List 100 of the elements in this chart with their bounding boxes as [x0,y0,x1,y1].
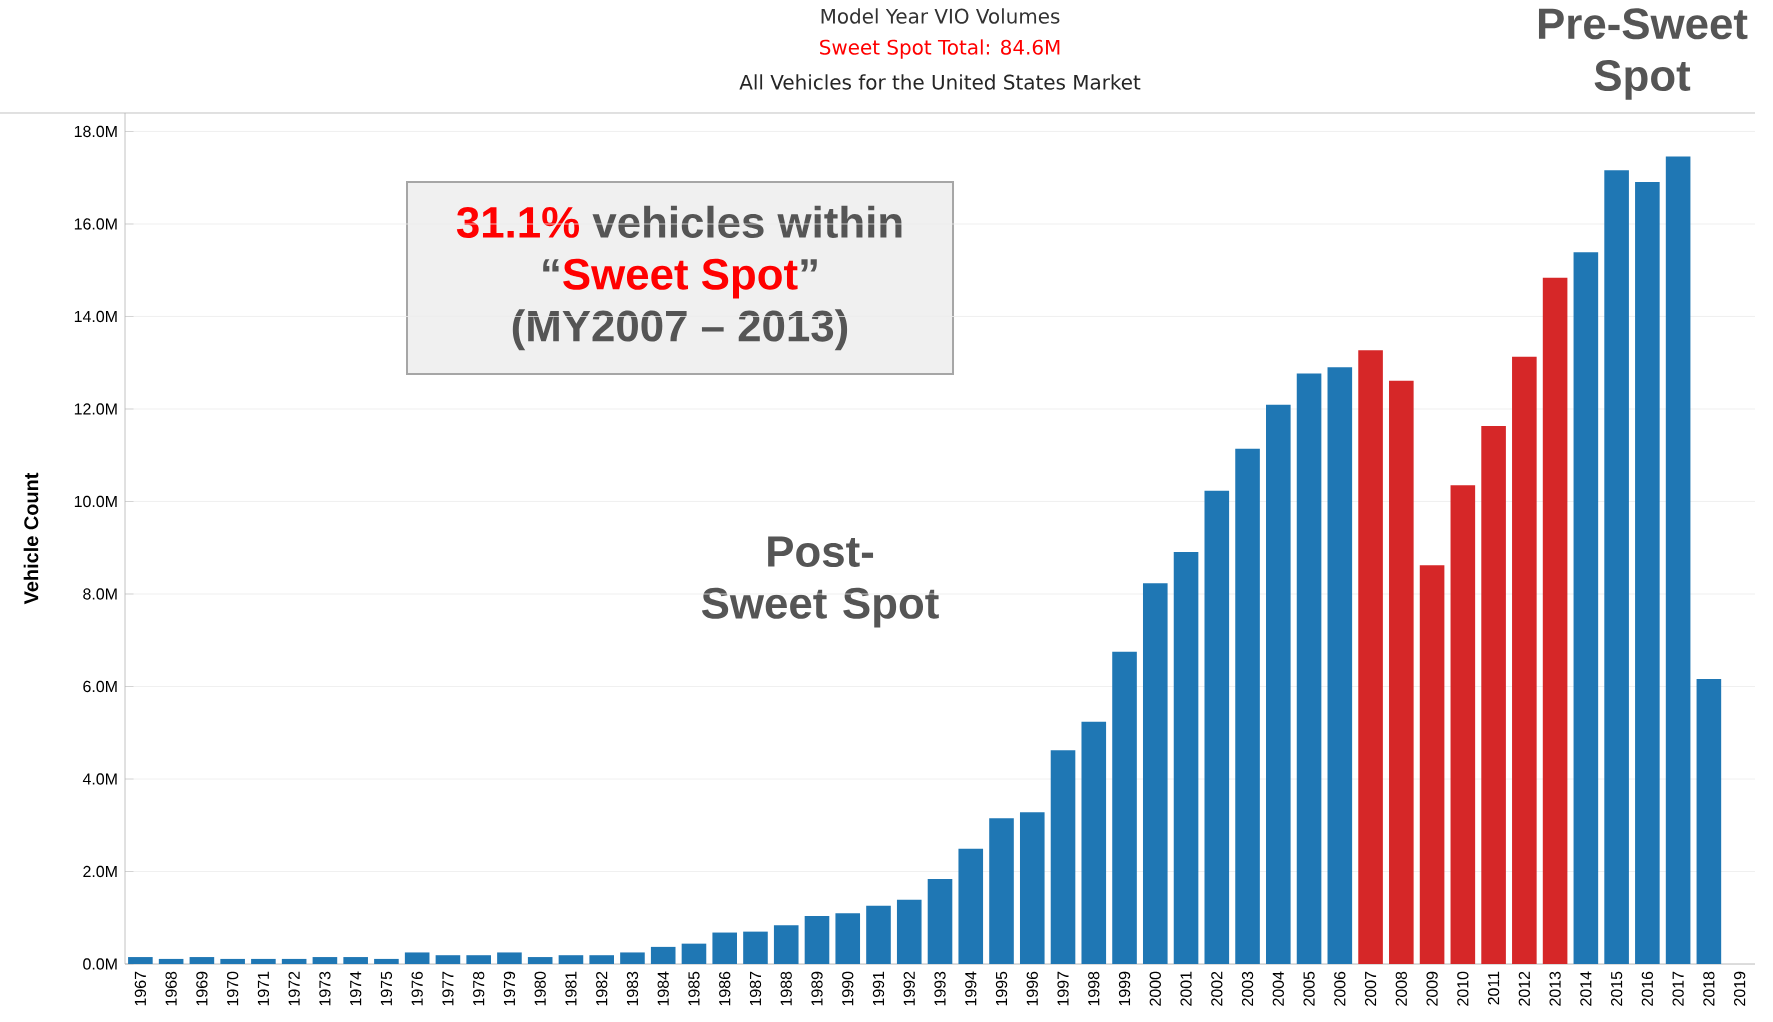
x-tick-label: 1984 [657,971,669,1006]
y-tick-label: 16.0M [74,218,117,230]
bar [435,955,461,964]
x-tick-label: 1993 [934,971,946,1006]
x-tick-label: 1989 [811,971,823,1006]
bar [1389,380,1414,964]
x-tick-label: 2004 [1272,971,1284,1006]
annotation: 31.1% [456,206,579,239]
x-tick-label: 2002 [1211,971,1223,1006]
y-tick-label: 10.0M [74,495,117,508]
chart-subtitle: Sweet Spot Total: 84.6M [820,39,1060,59]
x-tick-label: 1974 [350,971,362,1006]
bar [374,958,399,964]
x-tick-label: 1999 [1118,971,1131,1006]
x-tick-label: 1990 [842,971,854,1006]
x-tick-label: 2005 [1303,971,1315,1006]
bar [466,955,491,964]
x-tick-label: 1991 [872,971,885,1006]
bar [743,931,768,964]
bar [1235,448,1260,964]
bar [343,957,368,964]
x-tick-label: 1992 [903,971,915,1006]
x-tick-label: 2009 [1426,971,1438,1006]
bar [128,957,153,964]
y-tick-label: 2.0M [83,865,117,878]
bar [1635,181,1660,964]
x-tick-label: 1982 [596,971,608,1006]
bar [404,952,430,964]
bar [773,925,799,964]
bar [712,932,738,964]
x-tick-label: 1975 [380,971,393,1006]
x-tick-label: 2015 [1610,971,1623,1006]
bar [281,958,307,964]
x-tick-label: 1967 [134,971,147,1006]
x-tick-label: 2012 [1518,971,1530,1006]
x-tick-label: 1997 [1057,971,1069,1006]
x-tick-label: 2011 [1487,971,1500,1005]
x-tick-label: 1988 [780,971,792,1006]
bar [620,952,645,964]
bar [835,913,861,964]
bar [589,955,614,964]
y-tick-label: 6.0M [83,680,117,693]
x-tick-label: 2008 [1395,971,1407,1006]
bar [927,878,953,964]
bar [558,955,584,964]
x-tick-label: 1981 [565,971,577,1006]
y-axis-title: Vehicle Count [23,472,39,605]
bar [1450,485,1476,964]
x-tick-label: 1986 [719,971,731,1006]
x-tick-label: 1978 [473,971,485,1006]
annotation: Post-Sweet Spot [701,536,939,628]
annotation: vehicles within [592,205,902,238]
y-tick-label: 0.0M [83,958,117,970]
x-tick-label: 2017 [1672,971,1684,1006]
y-tick-label: 4.0M [82,773,117,785]
x-tick-label: 2014 [1580,971,1592,1006]
y-tick-label: 12.0M [74,403,117,415]
bar [312,957,338,964]
bar [650,946,676,964]
x-tick-label: 2010 [1457,971,1469,1006]
x-tick-label: 1970 [227,971,239,1006]
x-tick-label: 1996 [1026,971,1038,1006]
bar [896,899,922,964]
text: Pre-Sweet Spot [1538,8,1748,100]
bar [1665,156,1691,964]
annotation: ” [801,259,817,272]
bar [1081,721,1107,964]
y-tick-label: 14.0M [74,310,117,323]
bar [527,957,553,964]
x-tick-label: 2003 [1241,971,1254,1006]
bar [497,952,522,964]
bar [1266,404,1291,964]
text: All Vehicles for the United States Market [739,74,1141,90]
x-tick-label: 1994 [965,971,977,1006]
x-tick-label: 1987 [749,971,762,1006]
x-tick-label: 2019 [1733,971,1746,1006]
x-tick-label: 1983 [626,971,639,1006]
bar [866,905,891,964]
annotation: Sweet Spot [563,258,798,299]
bar [1173,551,1199,964]
y-tick-label: 18.0M [74,125,117,138]
annotation: (MY2007 – 2013) [512,309,848,351]
bar [220,958,245,964]
x-tick-label: 1969 [196,971,208,1006]
annotation: “ [543,259,559,272]
x-tick-label: 1971 [257,971,270,1006]
bar [989,818,1014,964]
x-tick-label: 2000 [1149,971,1161,1006]
x-tick-label: 1995 [995,971,1008,1006]
x-tick-label: 1976 [411,971,423,1006]
x-tick-label: 2013 [1549,971,1561,1006]
bar [189,957,215,964]
x-tick-label: 1980 [534,971,546,1006]
bar [1358,350,1383,964]
bar [1481,426,1506,964]
bar [1142,583,1168,964]
bar [958,848,984,964]
bar [1050,750,1076,964]
bar [1604,170,1629,964]
x-tick-label: 1985 [688,971,700,1006]
